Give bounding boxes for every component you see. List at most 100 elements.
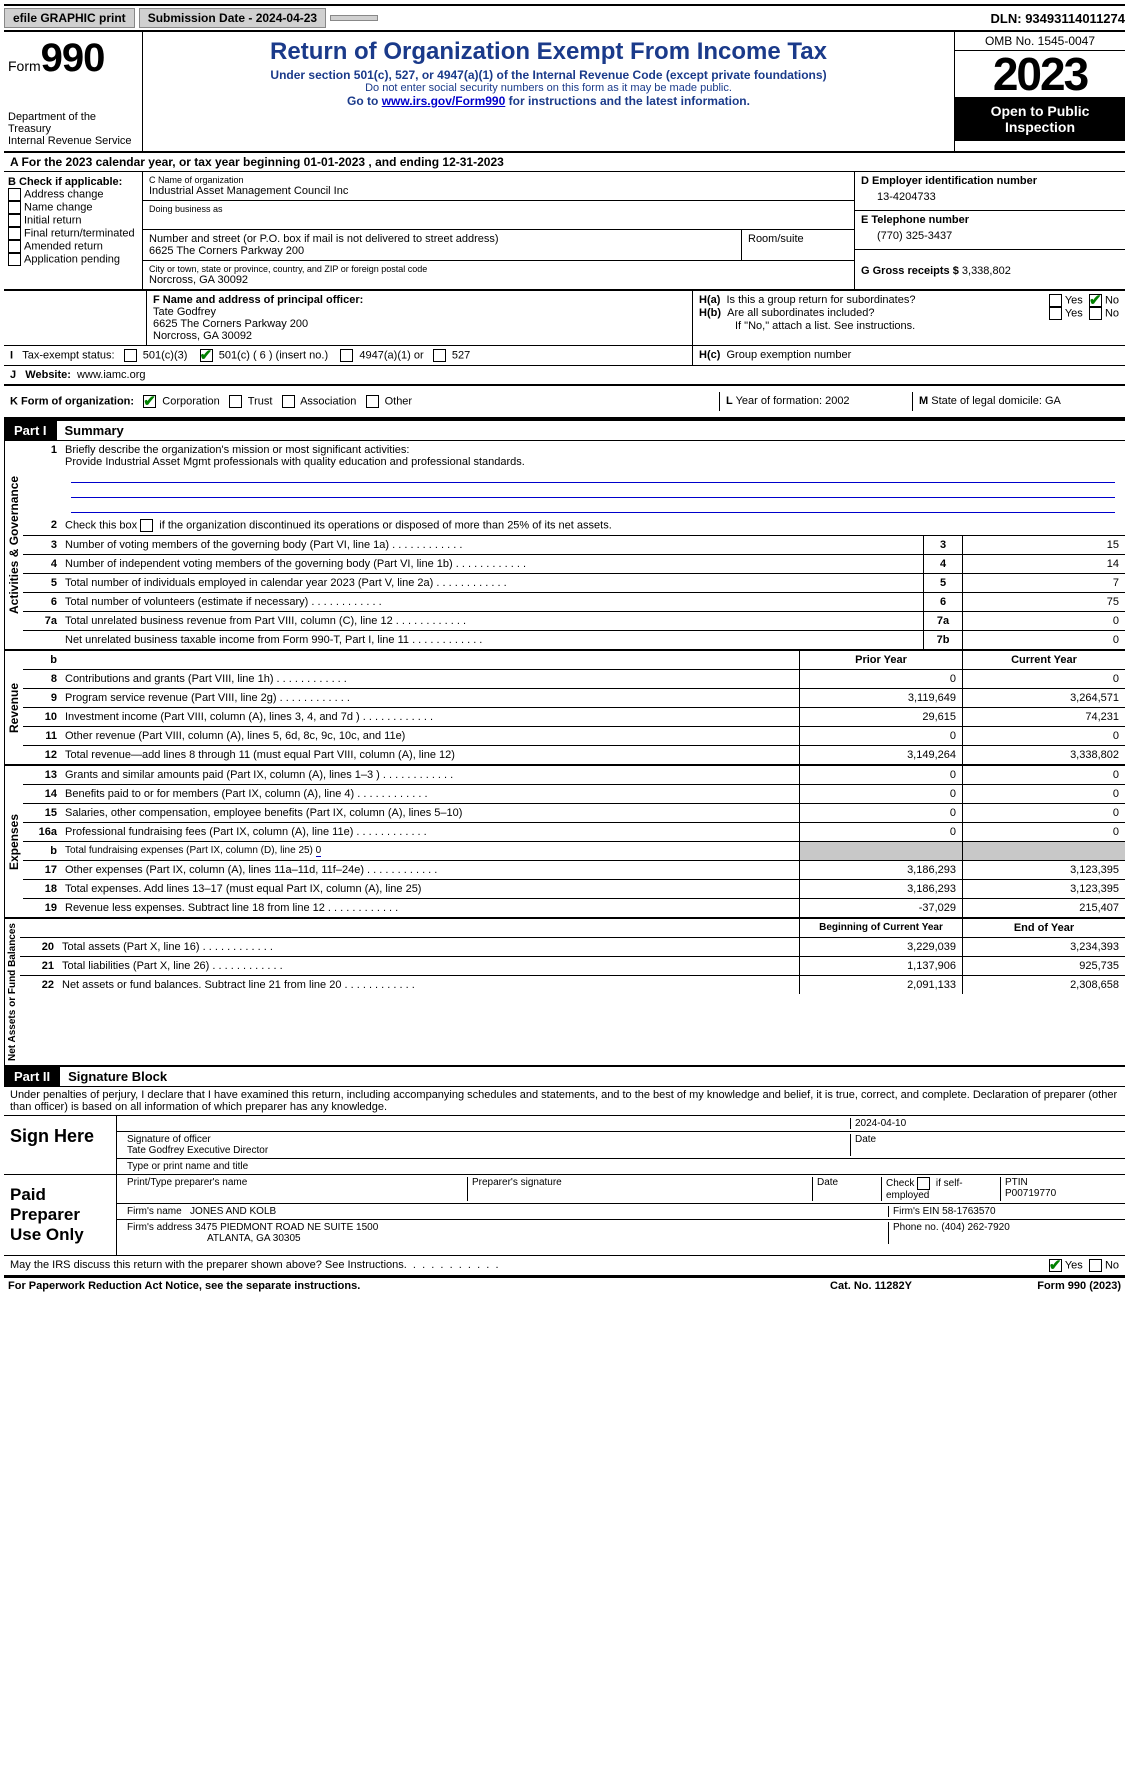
- ha-no-checkbox[interactable]: [1089, 294, 1102, 307]
- entity-info: B Check if applicable: Address change Na…: [4, 172, 1125, 291]
- form-subtitle: Under section 501(c), 527, or 4947(a)(1)…: [151, 68, 946, 82]
- tax-year: 2023: [955, 51, 1125, 97]
- line-14-prior: 0: [799, 785, 962, 803]
- irs-label: Internal Revenue Service: [8, 135, 138, 147]
- 501c3-checkbox[interactable]: [124, 349, 137, 362]
- line-6-val: 75: [962, 593, 1125, 611]
- line-18-curr: 3,123,395: [962, 880, 1125, 898]
- part-1-header: Part I Summary: [4, 419, 1125, 441]
- line-15-curr: 0: [962, 804, 1125, 822]
- governance-vlabel: Activities & Governance: [4, 441, 23, 649]
- website-row: J Website: www.iamc.org: [4, 366, 1125, 386]
- line-11-curr: 0: [962, 727, 1125, 745]
- section-a-tax-year: A For the 2023 calendar year, or tax yea…: [4, 153, 1125, 172]
- line-5-val: 7: [962, 574, 1125, 592]
- line-14-curr: 0: [962, 785, 1125, 803]
- box-e: E Telephone number (770) 325-3437: [855, 211, 1125, 250]
- discuss-yes-checkbox[interactable]: [1049, 1259, 1062, 1272]
- line-16a-curr: 0: [962, 823, 1125, 841]
- part-2-header: Part II Signature Block: [4, 1065, 1125, 1087]
- efile-print-button[interactable]: efile GRAPHIC print: [4, 8, 135, 28]
- corp-checkbox[interactable]: [143, 395, 156, 408]
- box-h-a: H(a) Is this a group return for subordin…: [699, 294, 1119, 307]
- discontinued-checkbox[interactable]: [140, 519, 153, 532]
- form-title: Return of Organization Exempt From Incom…: [151, 38, 946, 66]
- line-19-curr: 215,407: [962, 899, 1125, 917]
- final-return-checkbox[interactable]: [8, 227, 21, 240]
- line-22-begin: 2,091,133: [799, 976, 962, 994]
- hb-yes-checkbox[interactable]: [1049, 307, 1062, 320]
- address-change-checkbox[interactable]: [8, 188, 21, 201]
- tax-exempt-row: I Tax-exempt status: 501(c)(3) 501(c) ( …: [4, 346, 1125, 366]
- expenses-section: Expenses 13Grants and similar amounts pa…: [4, 764, 1125, 917]
- blank-button[interactable]: [330, 15, 378, 21]
- org-street: 6625 The Corners Parkway 200: [149, 245, 735, 257]
- line-21-end: 925,735: [962, 957, 1125, 975]
- firm-name: JONES AND KOLB: [190, 1206, 276, 1217]
- box-h-b-note: If "No," attach a list. See instructions…: [699, 320, 1119, 332]
- irs-link[interactable]: www.irs.gov/Form990: [382, 94, 506, 108]
- line-19-prior: -37,029: [799, 899, 962, 917]
- officer-group-row: F Name and address of principal officer:…: [4, 291, 1125, 346]
- box-f: F Name and address of principal officer:…: [153, 294, 686, 342]
- form-label: Form990: [8, 36, 138, 81]
- officer-name: Tate Godfrey Executive Director: [127, 1145, 846, 1156]
- sign-date: 2024-04-10: [855, 1118, 906, 1129]
- line-18-prior: 3,186,293: [799, 880, 962, 898]
- firm-phone: (404) 262-7920: [941, 1222, 1009, 1233]
- line-15-prior: 0: [799, 804, 962, 822]
- amended-return-checkbox[interactable]: [8, 240, 21, 253]
- line-21-begin: 1,137,906: [799, 957, 962, 975]
- paid-preparer-block: Paid Preparer Use Only Print/Type prepar…: [4, 1175, 1125, 1255]
- dln-label: DLN: 93493114011274: [991, 11, 1125, 26]
- ha-yes-checkbox[interactable]: [1049, 294, 1062, 307]
- form-header: Form990 Department of the Treasury Inter…: [4, 32, 1125, 153]
- line-9-prior: 3,119,649: [799, 689, 962, 707]
- line-7a-val: 0: [962, 612, 1125, 630]
- line-4-val: 14: [962, 555, 1125, 573]
- line-20-end: 3,234,393: [962, 938, 1125, 956]
- line-12-curr: 3,338,802: [962, 746, 1125, 764]
- box-b: B Check if applicable: Address change Na…: [4, 172, 143, 289]
- net-assets-section: Net Assets or Fund Balances Beginning of…: [4, 917, 1125, 1065]
- perjury-statement: Under penalties of perjury, I declare th…: [4, 1087, 1125, 1116]
- line-16a-prior: 0: [799, 823, 962, 841]
- ptin-val: P00719770: [1005, 1188, 1115, 1199]
- other-checkbox[interactable]: [366, 395, 379, 408]
- initial-return-checkbox[interactable]: [8, 214, 21, 227]
- discuss-no-checkbox[interactable]: [1089, 1259, 1102, 1272]
- line-22-end: 2,308,658: [962, 976, 1125, 994]
- form-org-row: K Form of organization: Corporation Trus…: [4, 386, 1125, 419]
- 4947-checkbox[interactable]: [340, 349, 353, 362]
- assoc-checkbox[interactable]: [282, 395, 295, 408]
- 501c-checkbox[interactable]: [200, 349, 213, 362]
- application-pending-checkbox[interactable]: [8, 253, 21, 266]
- line-10-prior: 29,615: [799, 708, 962, 726]
- box-c: C Name of organization Industrial Asset …: [143, 172, 854, 289]
- hb-no-checkbox[interactable]: [1089, 307, 1102, 320]
- self-employed-checkbox[interactable]: [917, 1177, 930, 1190]
- line-7b-val: 0: [962, 631, 1125, 649]
- net-assets-vlabel: Net Assets or Fund Balances: [4, 919, 20, 1065]
- trust-checkbox[interactable]: [229, 395, 242, 408]
- line-11-prior: 0: [799, 727, 962, 745]
- dept-treasury: Department of the Treasury: [8, 111, 138, 135]
- line-10-curr: 74,231: [962, 708, 1125, 726]
- page-footer: For Paperwork Reduction Act Notice, see …: [4, 1276, 1125, 1294]
- line-8-curr: 0: [962, 670, 1125, 688]
- org-city: Norcross, GA 30092: [149, 274, 848, 286]
- box-d: D Employer identification number 13-4204…: [855, 172, 1125, 211]
- name-change-checkbox[interactable]: [8, 201, 21, 214]
- firm-ein: 58-1763570: [942, 1206, 995, 1217]
- revenue-section: Revenue bPrior YearCurrent Year 8Contrib…: [4, 649, 1125, 764]
- submission-date-button[interactable]: Submission Date - 2024-04-23: [139, 8, 326, 28]
- governance-section: Activities & Governance 1 Briefly descri…: [4, 441, 1125, 649]
- org-name: Industrial Asset Management Council Inc: [149, 185, 848, 197]
- 527-checkbox[interactable]: [433, 349, 446, 362]
- firm-addr: 3475 PIEDMONT ROAD NE SUITE 1500: [195, 1222, 378, 1233]
- box-h-b: H(b) Are all subordinates included? Yes …: [699, 307, 1119, 320]
- instructions-note: Go to www.irs.gov/Form990 for instructio…: [151, 94, 946, 108]
- line-20-begin: 3,229,039: [799, 938, 962, 956]
- line-17-curr: 3,123,395: [962, 861, 1125, 879]
- ssn-note: Do not enter social security numbers on …: [151, 82, 946, 94]
